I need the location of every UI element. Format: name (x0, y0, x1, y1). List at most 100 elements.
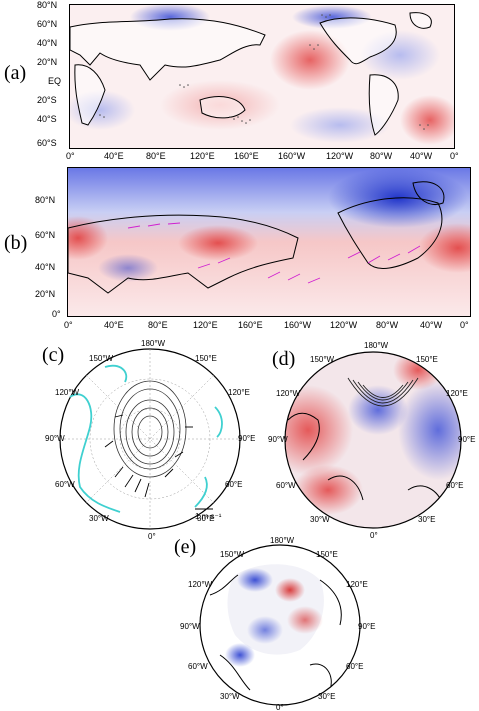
coastline-africa (74, 64, 106, 126)
ring-label: 150°E (416, 355, 438, 364)
scale-label: 1 m s⁻¹ (195, 512, 222, 521)
lat-tick: 40°S (37, 114, 57, 124)
geopotential-contours (113, 380, 187, 478)
ring-label: 0° (148, 532, 156, 541)
wind-vectors (104, 414, 193, 498)
lat-tick: 80°N (37, 0, 58, 10)
lon-tick: 0° (64, 320, 73, 330)
panel-b-map (67, 167, 471, 317)
ring-label: 0° (370, 531, 378, 540)
panel-c-polar-map: 180°W 150°E 120°E 90°E 60°E 30°E 0° 30°W… (45, 339, 255, 541)
ring-label: 150°E (195, 354, 217, 363)
lon-tick: 0° (460, 320, 469, 330)
ring-label: 60°W (55, 480, 75, 489)
panel-d-label: (d) (272, 348, 296, 370)
coastline (209, 574, 342, 691)
lon-tick: 0° (66, 151, 75, 161)
panel-a-map (69, 4, 455, 149)
lon-tick: 40°W (410, 151, 433, 161)
lon-tick: 80°E (146, 151, 166, 161)
anomaly-blob (290, 107, 390, 143)
lat-tick: 20°N (35, 289, 56, 299)
panel-a-label: (a) (4, 62, 27, 84)
panel-e-label: (e) (174, 536, 197, 558)
ring-label: 120°W (188, 580, 213, 589)
ring-label: 30°W (310, 515, 330, 524)
lon-tick: 40°W (420, 320, 443, 330)
ring-label: 60°W (276, 481, 296, 490)
ring-label: 90°W (268, 435, 288, 444)
ring-label: 150°E (316, 550, 338, 559)
coastline-south-america (368, 74, 399, 136)
lon-tick: 160°W (278, 151, 306, 161)
anomaly-blob (98, 254, 158, 282)
lat-tick: 40°N (37, 38, 58, 48)
ring-label: 60°E (346, 662, 363, 671)
coastline-north-america (319, 17, 397, 65)
ring-label: 120°W (55, 388, 80, 397)
significance-stipple (99, 14, 429, 130)
anomaly-blob (178, 225, 258, 261)
wave-flux-vectors (127, 222, 421, 284)
ring-label: 60°E (225, 480, 242, 489)
ring-label: 150°W (220, 550, 245, 559)
lon-tick: 120°E (193, 320, 218, 330)
ring-label: 150°W (89, 354, 114, 363)
panel-b-label: (b) (4, 232, 28, 254)
ring-label: 180°W (270, 536, 295, 545)
lat-tick: 0° (52, 309, 61, 319)
ring-label: 30°E (197, 514, 214, 523)
anomaly-blob (418, 223, 470, 273)
lon-tick: 80°W (376, 320, 399, 330)
lat-tick: 60°N (37, 19, 58, 29)
lat-tick: 20°N (37, 57, 58, 67)
ring-label: 120°E (228, 388, 250, 397)
lon-tick: 160°E (234, 151, 259, 161)
lat-tick: 60°S (37, 138, 57, 148)
arc-contours (347, 377, 419, 407)
coastline-greenland (412, 181, 445, 205)
lon-tick: 120°W (330, 320, 358, 330)
ring-label: 30°E (418, 515, 435, 524)
lon-tick: 160°W (284, 320, 312, 330)
coastline-eurasia (70, 18, 266, 81)
ring-label: 60°E (446, 481, 463, 490)
panel-e-polar-map: 180°W 150°E 120°E 90°E 60°E 30°E 0° 30°W… (180, 536, 375, 711)
coastline-eurasia (68, 214, 299, 294)
lat-tick: 20°S (37, 95, 57, 105)
lon-tick: 40°E (104, 320, 124, 330)
lon-tick: 40°E (104, 151, 124, 161)
lon-tick: 160°E (238, 320, 263, 330)
coastline-greenland (409, 12, 432, 29)
panel-c-label: (c) (42, 344, 65, 366)
ring-label: 90°E (358, 622, 375, 631)
lat-tick: EQ (48, 76, 62, 86)
ring-labels: 180°W 150°E 120°E 90°E 60°E 30°E 0° 30°W… (45, 339, 255, 541)
lon-tick: 80°E (148, 320, 168, 330)
lat-tick: 40°N (35, 262, 56, 272)
lon-tick: 80°W (370, 151, 393, 161)
ring-label: 90°E (458, 435, 475, 444)
ring-label: 150°W (310, 355, 335, 364)
ring-label: 120°E (446, 389, 468, 398)
ring-label: 120°W (276, 389, 301, 398)
panel-d-polar-map: 180°W 150°E 120°E 90°E 60°E 30°E 0° 30°W… (268, 341, 475, 540)
ring-label: 90°W (45, 434, 65, 443)
ring-label: 180°W (141, 339, 166, 348)
coastline-australia (199, 96, 246, 119)
lat-tick: 60°N (35, 230, 56, 240)
anomaly-blob (400, 95, 454, 145)
lat-tick: 80°N (35, 195, 56, 205)
lon-tick: 120°W (326, 151, 354, 161)
ring-label: 90°W (180, 622, 200, 631)
lon-tick: 0° (450, 151, 459, 161)
ring-label: 30°W (89, 514, 109, 523)
anomaly-blob (270, 30, 350, 90)
ring-label: 0° (276, 703, 284, 711)
coastline-north-america (337, 197, 443, 269)
ring-label: 120°E (346, 580, 368, 589)
lon-tick: 120°E (190, 151, 215, 161)
ring-label: 90°E (238, 434, 255, 443)
polar-grid (60, 349, 240, 529)
ring-label: 180°W (364, 341, 389, 350)
